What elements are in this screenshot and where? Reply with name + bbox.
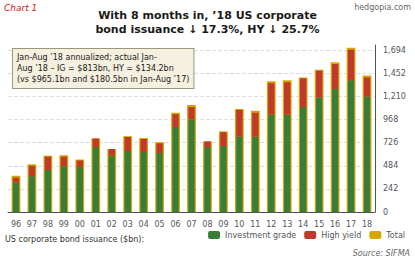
- svg-text:Total: Total: [385, 231, 405, 240]
- svg-text:High yield: High yield: [321, 231, 361, 240]
- svg-text:US corporate bond issuance ($b: US corporate bond issuance ($bn):: [5, 235, 144, 244]
- svg-text:97: 97: [27, 220, 37, 229]
- svg-text:0: 0: [383, 208, 388, 217]
- svg-text:10: 10: [234, 220, 244, 229]
- svg-text:17: 17: [346, 220, 356, 229]
- svg-text:With 8 months in, ’18 US corpo: With 8 months in, ’18 US corporate: [98, 9, 317, 22]
- svg-text:968: 968: [383, 115, 398, 124]
- svg-text:726: 726: [383, 138, 398, 147]
- svg-text:(vs $965.1bn and $180.5bn in J: (vs $965.1bn and $180.5bn in Jan-Aug ’17…: [17, 75, 189, 84]
- svg-text:04: 04: [139, 220, 149, 229]
- svg-text:Investment grade: Investment grade: [225, 231, 296, 240]
- svg-text:98: 98: [43, 220, 53, 229]
- svg-text:18: 18: [362, 220, 372, 229]
- svg-text:09: 09: [218, 220, 228, 229]
- svg-text:06: 06: [170, 220, 180, 229]
- svg-text:484: 484: [383, 161, 398, 170]
- svg-text:96: 96: [11, 220, 21, 229]
- svg-text:01: 01: [91, 220, 101, 229]
- svg-text:13: 13: [282, 220, 292, 229]
- svg-text:16: 16: [330, 220, 340, 229]
- svg-text:15: 15: [314, 220, 324, 229]
- svg-text:05: 05: [154, 220, 164, 229]
- svg-text:02: 02: [107, 220, 117, 229]
- svg-text:03: 03: [123, 220, 133, 229]
- svg-text:14: 14: [298, 220, 308, 229]
- svg-text:1,694: 1,694: [383, 46, 406, 55]
- svg-text:12: 12: [266, 220, 276, 229]
- svg-text:Aug ’18 – IG = $813bn, HY = $1: Aug ’18 – IG = $813bn, HY = $134.2bn: [17, 64, 174, 73]
- svg-text:bond issuance ↓ 17.3%, HY ↓ 25: bond issuance ↓ 17.3%, HY ↓ 25.7%: [95, 23, 319, 36]
- svg-text:Source: SIFMA: Source: SIFMA: [353, 249, 410, 258]
- svg-text:08: 08: [202, 220, 212, 229]
- svg-text:242: 242: [383, 184, 398, 193]
- svg-text:1,452: 1,452: [383, 69, 406, 78]
- svg-text:99: 99: [59, 220, 69, 229]
- svg-text:1,210: 1,210: [383, 92, 406, 101]
- svg-text:Jan-Aug ’18 annualized; actual: Jan-Aug ’18 annualized; actual Jan-: [16, 53, 157, 62]
- svg-text:11: 11: [250, 220, 260, 229]
- svg-text:07: 07: [186, 220, 196, 229]
- svg-text:00: 00: [75, 220, 85, 229]
- svg-text:hedgopia.com: hedgopia.com: [354, 3, 411, 12]
- svg-text:Chart 1: Chart 1: [4, 3, 37, 13]
